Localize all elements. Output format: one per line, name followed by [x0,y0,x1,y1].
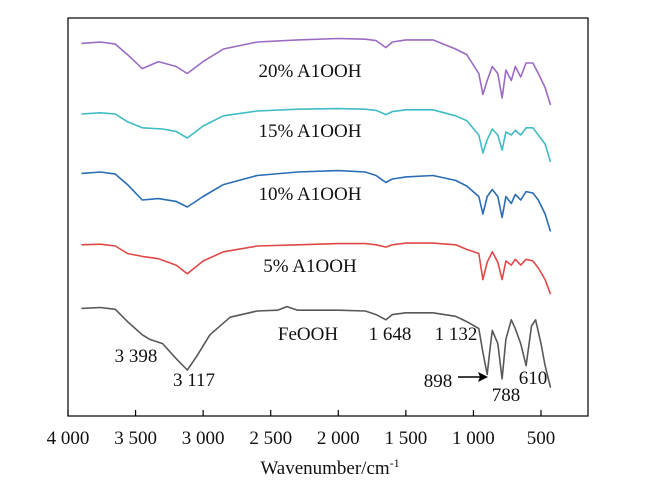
x-tick-label: 3 000 [182,428,225,449]
series-label-10-a1ooh: 10% A1OOH [259,184,362,205]
series-line-20-a1ooh [81,37,552,106]
peak-label-3117: 3 117 [173,370,215,391]
series-label-20-a1ooh: 20% A1OOH [259,61,362,82]
peak-label-1132: 1 132 [435,324,478,345]
x-tick-group: 4 000 3 500 3 000 2 500 2 000 1 500 1 000 500 [47,410,556,449]
peak-label-3398: 3 398 [115,346,158,367]
peak-label-788: 788 [492,385,521,406]
x-tick-label: 2 500 [249,428,292,449]
x-tick-label: 4 000 [47,428,90,449]
series-label-15-a1ooh: 15% A1OOH [259,121,362,142]
series-line-feooh [81,305,552,388]
arrowhead-898 [478,372,488,382]
series-line-5-a1ooh [81,242,552,295]
series-line-15-a1ooh [81,107,552,163]
peak-label-898: 898 [424,371,453,392]
series-label-5-a1ooh: 5% A1OOH [263,256,357,277]
x-tick-label: 2 000 [317,428,360,449]
x-tick-label: 3 500 [114,428,157,449]
series-group [81,37,552,388]
peak-label-610: 610 [519,368,548,389]
x-tick-label: 1 000 [452,428,495,449]
series-label-group: 20% A1OOH 15% A1OOH 10% A1OOH 5% A1OOH FeOOH [259,61,362,345]
x-tick-label: 1 500 [384,428,427,449]
x-tick-label: 500 [527,428,556,449]
peak-label-1648: 1 648 [369,324,412,345]
series-label-feooh: FeOOH [278,324,338,345]
plot-frame [67,17,589,417]
series-line-10-a1ooh [81,169,552,232]
x-axis-title: Wavenumber/cm-1 [260,456,399,479]
